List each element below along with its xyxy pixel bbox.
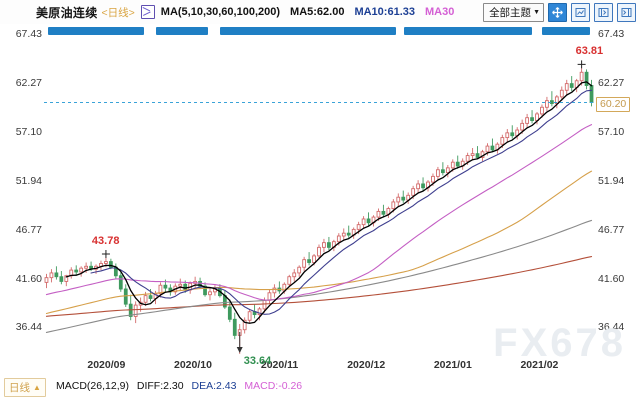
marker-segment	[156, 27, 208, 35]
x-axis-tick: 2020/10	[173, 359, 212, 371]
x-axis-tick: 2020/12	[347, 359, 386, 371]
y-axis-tick-right: 41.60	[598, 272, 625, 285]
fit-chart-tool-button[interactable]	[571, 3, 590, 22]
ma-indicator-icon[interactable]	[140, 5, 155, 19]
zoom-in-tool-button[interactable]	[617, 3, 636, 22]
y-axis-tick-left: 62.27	[15, 76, 42, 89]
x-axis-tick: 2021/02	[520, 359, 559, 371]
y-axis-tick-right: 62.27	[598, 76, 625, 89]
marker-segment	[542, 27, 590, 35]
x-axis-tick: 2020/11	[260, 359, 299, 371]
period-low-annotation: 33.64	[243, 354, 272, 367]
macd-footer: 日线 ▲ MACD(26,12,9) DIFF:2.30 DEA:2.43 MA…	[0, 374, 640, 400]
price-plot[interactable]	[44, 24, 594, 360]
macd-legend: MACD(26,12,9) DIFF:2.30 DEA:2.43 MACD:-0…	[56, 380, 302, 392]
header-toolbar: 全部主题 ▼	[483, 3, 636, 22]
macd-diff-label: DIFF:2.30	[136, 380, 184, 392]
ma10-value-label: MA10:61.33	[354, 6, 415, 18]
y-axis-tick-right: 57.10	[598, 125, 625, 138]
ma10-line	[90, 89, 593, 315]
x-axis: 2020/09 2020/10 2020/11 2020/12 2021/01 2021/…	[0, 360, 640, 374]
candlestick-svg	[44, 60, 594, 354]
mid-high-marker	[101, 249, 110, 258]
fit-chart-icon	[575, 8, 586, 17]
crosshair-move-tool-button[interactable]	[548, 3, 567, 22]
symbol-period-label: <日线>	[101, 6, 135, 19]
ma5-line	[65, 81, 593, 324]
y-axis-tick-right: 67.43	[598, 28, 625, 41]
ma60-line	[45, 170, 593, 315]
y-axis-right: 67.43 62.27 57.10 51.94 46.77 41.60 36.44 60.20	[594, 0, 640, 400]
y-axis-tick-right: 51.94	[598, 174, 625, 187]
y-axis-tick-left: 41.60	[15, 272, 42, 285]
mid-high-annotation: 43.78	[91, 234, 120, 247]
symbol-name[interactable]: 美原油连续	[36, 5, 98, 20]
period-badge-label: 日线	[9, 382, 30, 394]
y-axis-tick-right: 46.77	[598, 223, 625, 236]
macd-value-label: MACD:-0.26	[244, 380, 303, 392]
zoom-out-tool-button[interactable]	[594, 3, 613, 22]
y-axis-tick-left: 46.77	[15, 223, 42, 236]
x-axis-tick: 2020/09	[87, 359, 126, 371]
marker-segment	[48, 27, 144, 35]
y-axis-tick-left: 67.43	[15, 28, 42, 41]
crosshair-move-icon	[552, 7, 563, 18]
period-high-annotation: 63.81	[575, 45, 604, 58]
watermark: FX678	[493, 321, 626, 365]
theme-select-label: 全部主题	[489, 7, 532, 19]
high-marker	[577, 60, 586, 69]
marker-segment	[220, 27, 396, 35]
chart-header: 美原油连续 <日线> MA(5,10,30,60,100,200) MA5:62…	[0, 0, 640, 24]
macd-dea-label: DEA:2.43	[191, 380, 237, 392]
current-price-tag: 60.20	[596, 96, 631, 112]
y-axis-tick-left: 57.10	[15, 125, 42, 138]
ma5-value-label: MA5:62.00	[290, 6, 345, 18]
y-axis-tick-right: 36.44	[598, 321, 625, 334]
y-axis-tick-left: 36.44	[15, 321, 42, 334]
ma-formula-label: MA(5,10,30,60,100,200)	[160, 6, 281, 18]
ma200-line	[45, 255, 593, 317]
ma30-line	[45, 124, 593, 301]
ma100-line	[45, 219, 593, 334]
theme-select[interactable]: 全部主题 ▼	[483, 3, 544, 22]
triangle-up-icon: ▲	[33, 383, 41, 392]
zoom-in-icon	[621, 8, 632, 17]
x-axis-tick: 2021/01	[433, 359, 472, 371]
marker-band	[44, 27, 594, 36]
marker-segment	[404, 27, 532, 35]
y-axis-left: 67.43 62.27 57.10 51.94 46.77 41.60 36.44	[0, 0, 44, 400]
y-axis-tick-left: 51.94	[15, 174, 42, 187]
candles	[44, 68, 594, 354]
chevron-down-icon: ▼	[533, 9, 540, 16]
macd-title-label: MACD(26,12,9)	[56, 380, 129, 392]
ma30-value-label: MA30	[425, 6, 455, 18]
header-legend: 美原油连续 <日线> MA(5,10,30,60,100,200) MA5:62…	[0, 4, 454, 21]
zoom-out-icon	[598, 8, 609, 17]
period-badge[interactable]: 日线 ▲	[4, 378, 46, 397]
